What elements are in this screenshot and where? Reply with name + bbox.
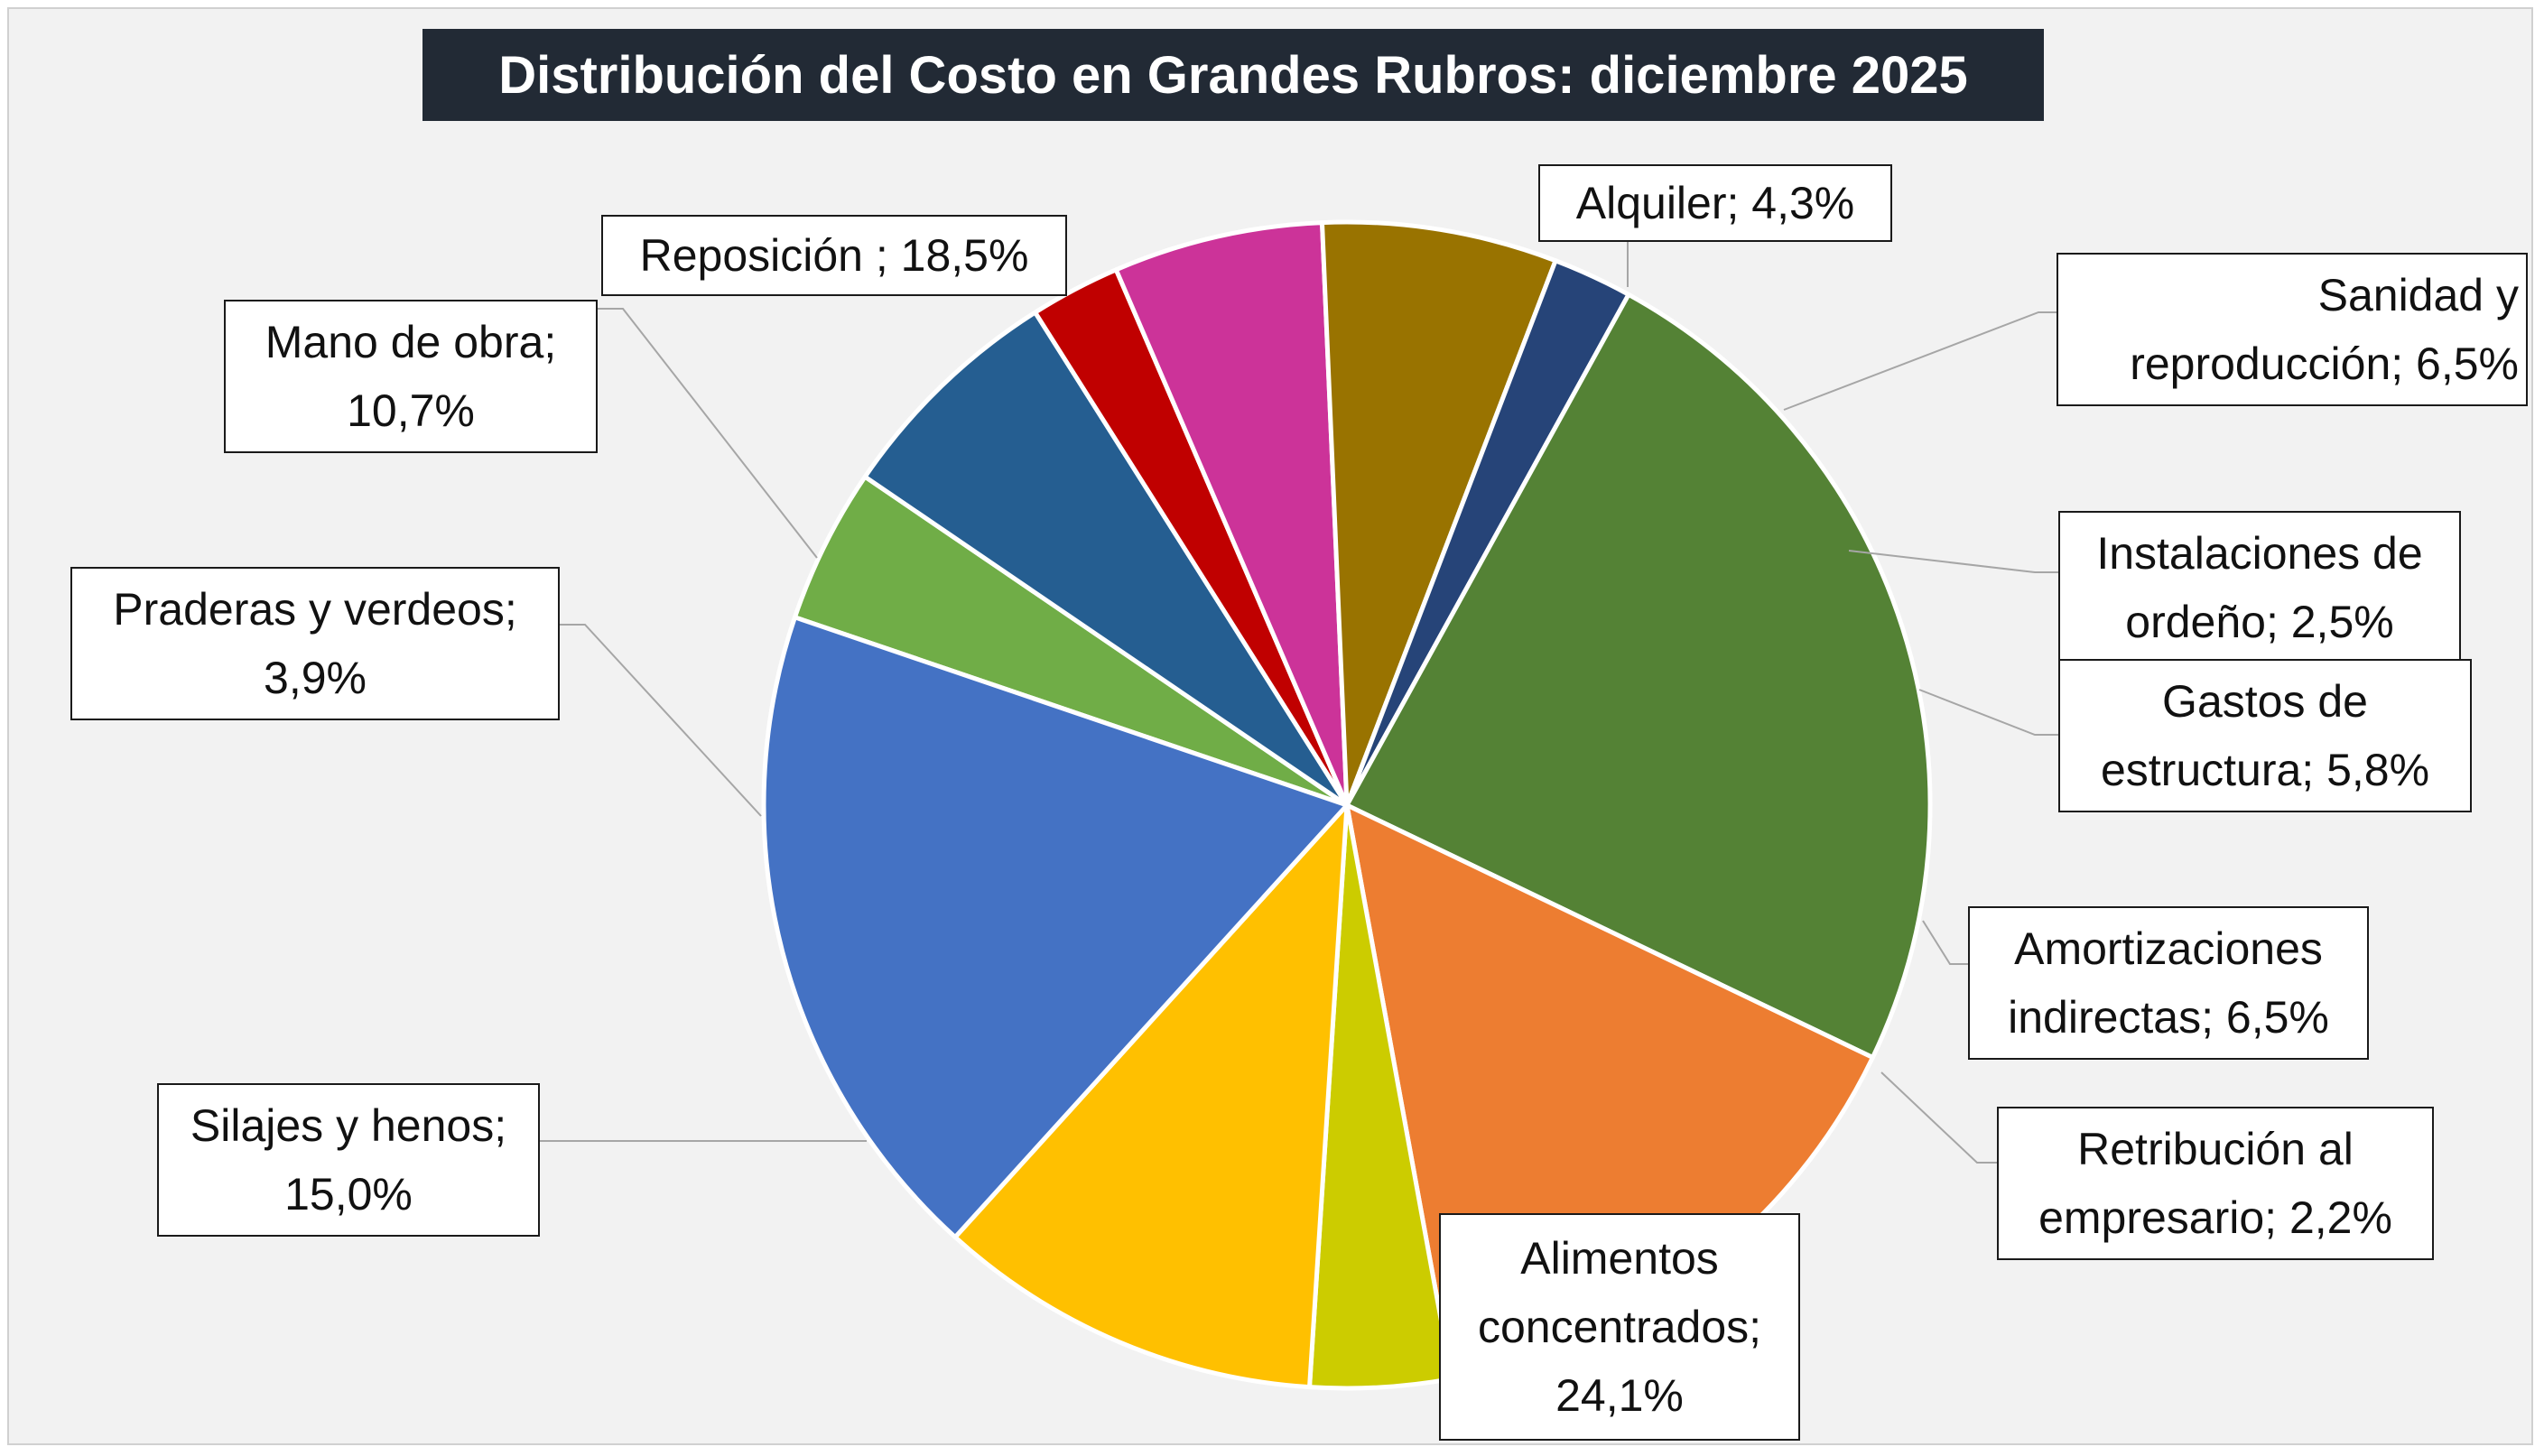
data-label-line: Mano de obra; — [265, 317, 557, 367]
data-label-line: Silajes y henos; — [190, 1100, 507, 1151]
leader-line-5 — [1880, 1071, 1997, 1164]
data-label-line: empresario; 2,2% — [2038, 1192, 2392, 1243]
data-label-1: Sanidad y reproducción; 6,5% — [2057, 253, 2528, 406]
data-label-line: 3,9% — [264, 653, 367, 703]
pie-slice-4 — [1320, 219, 1558, 808]
data-label-line: Alimentos — [1520, 1233, 1719, 1284]
data-label-0: Alquiler; 4,3% — [1538, 164, 1892, 242]
data-label-line: estructura; 5,8% — [2100, 745, 2430, 795]
leader-line-8 — [560, 624, 762, 817]
data-label-line: 24,1% — [1555, 1370, 1684, 1421]
data-label-8: Praderas y verdeos; 3,9% — [70, 567, 560, 720]
data-label-line: Instalaciones de — [2096, 528, 2423, 579]
pie-slice-1 — [862, 310, 1350, 808]
leader-line-2 — [1848, 550, 2058, 573]
leader-line-4 — [1922, 920, 1968, 965]
data-label-7: Silajes y henos; 15,0% — [157, 1083, 540, 1237]
data-label-3: Gastos de estructura; 5,8% — [2058, 659, 2472, 812]
pie-slice-9 — [952, 802, 1350, 1390]
leader-line-1 — [1783, 311, 2057, 411]
data-label-line: Sanidad y — [2317, 270, 2519, 320]
data-label-9: Mano de obra; 10,7% — [224, 300, 598, 453]
pie-slice-3 — [1113, 220, 1350, 808]
chart-title: Distribución del Costo en Grandes Rubros… — [422, 29, 2044, 121]
data-label-2: Instalaciones de ordeño; 2,5% — [2058, 511, 2461, 664]
data-label-line: Amortizaciones — [2014, 923, 2323, 974]
pie-slice-0 — [792, 474, 1350, 808]
data-label-line: reproducción; 6,5% — [2130, 338, 2519, 389]
leader-line-3 — [1918, 689, 2058, 736]
data-label-line: Praderas y verdeos; — [113, 584, 517, 635]
data-label-10: Reposición ; 18,5% — [601, 215, 1067, 296]
data-label-line: Alquiler; 4,3% — [1575, 178, 1855, 228]
data-label-line: 10,7% — [347, 385, 475, 436]
data-label-4: Amortizaciones indirectas; 6,5% — [1968, 906, 2369, 1060]
data-label-line: Gastos de — [2162, 676, 2368, 727]
leader-line-9 — [598, 308, 818, 559]
data-label-line: Retribución al — [2077, 1124, 2354, 1174]
data-label-6: Alimentos concentrados; 24,1% — [1439, 1213, 1800, 1441]
data-label-line: Reposición ; 18,5% — [639, 230, 1029, 281]
data-label-line: indirectas; 6,5% — [2008, 992, 2329, 1043]
data-label-line: ordeño; 2,5% — [2125, 597, 2394, 647]
data-label-5: Retribución al empresario; 2,2% — [1997, 1107, 2434, 1260]
pie-slice-10 — [761, 615, 1350, 1240]
data-label-line: 15,0% — [284, 1169, 413, 1220]
data-label-line: concentrados; — [1477, 1302, 1762, 1352]
pie-slice-6 — [1344, 292, 1933, 1061]
